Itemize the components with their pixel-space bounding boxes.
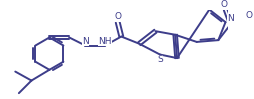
Text: N: N [82,37,89,46]
Text: ⁻: ⁻ [253,9,254,19]
Text: S: S [157,55,163,64]
Text: O: O [220,0,227,9]
Text: N: N [228,14,234,23]
Text: NH: NH [98,37,112,46]
Text: O: O [114,12,121,21]
Text: O: O [245,11,252,20]
